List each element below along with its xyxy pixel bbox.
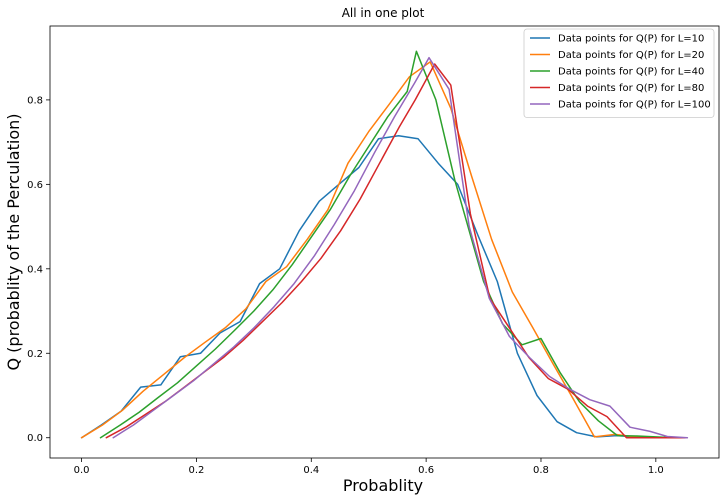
y-tick-label: 0.6 <box>27 180 43 191</box>
x-tick-label: 0.4 <box>303 465 319 476</box>
axes: 0.0 0.2 0.4 0.6 0.8 1.0 0.0 0.2 0.4 0.6 0.8 <box>27 95 664 476</box>
y-tick-label: 0.4 <box>27 264 43 275</box>
x-axis-title: Probablity <box>343 476 423 495</box>
x-tick-label: 0.2 <box>188 465 204 476</box>
legend-label: Data points for Q(P) for L=10 <box>558 34 704 45</box>
x-tick-label: 0.6 <box>418 465 434 476</box>
series-line-1 <box>80 135 657 439</box>
y-tick-label: 0.0 <box>27 433 43 444</box>
legend-label: Data points for Q(P) for L=100 <box>558 100 711 111</box>
y-axis-title: Q (probablity of the Perculation) <box>4 113 23 370</box>
series-layer <box>80 50 689 439</box>
x-tick-label: 0.0 <box>74 465 90 476</box>
legend-label: Data points for Q(P) for L=80 <box>558 83 704 94</box>
x-tick-label: 1.0 <box>648 465 664 476</box>
legend: Data points for Q(P) for L=10 Data points… <box>523 28 715 118</box>
series-line-2 <box>80 61 657 439</box>
legend-label: Data points for Q(P) for L=20 <box>558 50 704 61</box>
y-tick-label: 0.8 <box>27 95 43 106</box>
legend-label: Data points for Q(P) for L=40 <box>558 67 704 78</box>
legend-box <box>523 28 715 118</box>
plot-frame <box>49 25 720 459</box>
chart-title: All in one plot <box>342 6 425 20</box>
x-tick-label: 0.8 <box>533 465 549 476</box>
series-line-5 <box>112 56 689 439</box>
series-line-3 <box>99 50 676 439</box>
y-tick-label: 0.2 <box>27 349 43 360</box>
